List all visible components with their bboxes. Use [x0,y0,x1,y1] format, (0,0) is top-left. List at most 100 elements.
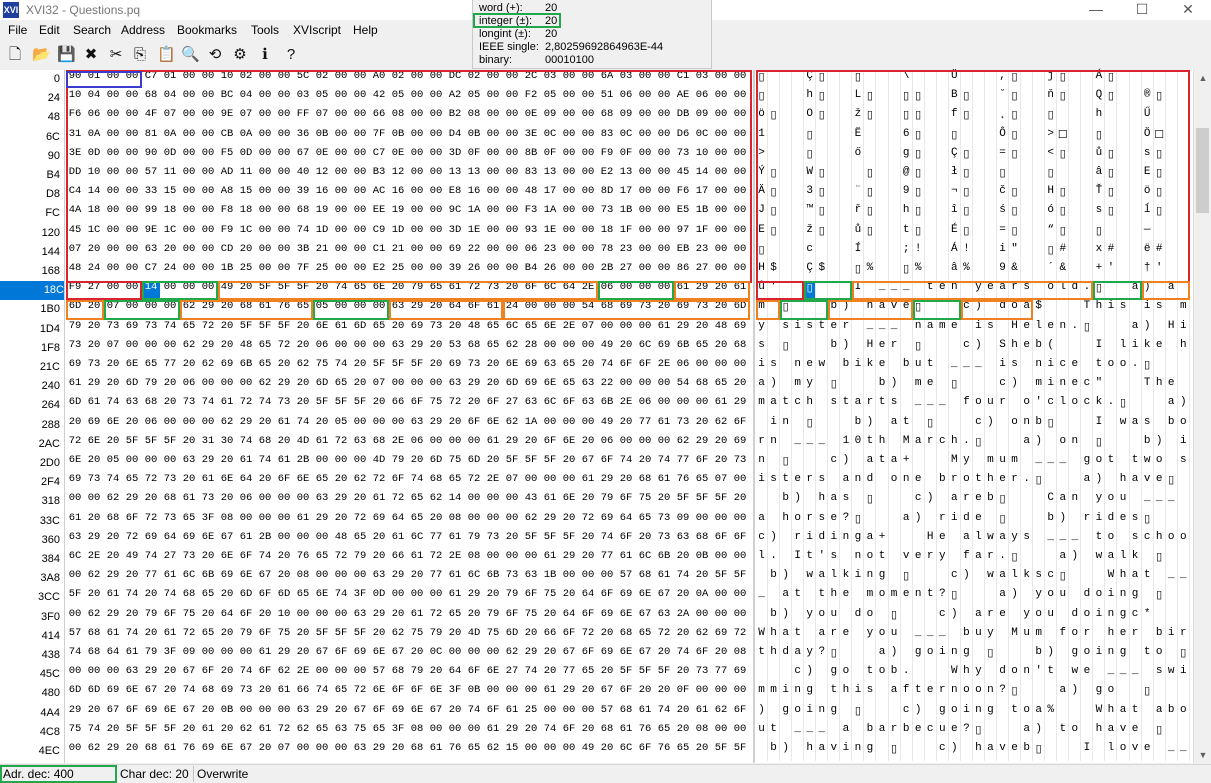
hex-byte[interactable]: 5F [543,530,557,543]
hex-byte[interactable]: 05 [106,454,120,466]
text-char[interactable]: t [901,415,913,435]
hex-byte[interactable]: 6F [334,646,348,658]
text-char[interactable] [1154,415,1166,435]
hex-byte[interactable]: 75 [277,626,291,639]
hex-byte[interactable]: 62 [220,415,234,428]
hex-byte[interactable]: 21 [391,242,405,255]
hex-byte[interactable]: 00 [353,185,367,198]
hex-byte[interactable]: 6D [277,588,291,601]
text-char[interactable] [804,454,817,474]
text-char[interactable]: v [1130,742,1142,762]
hex-byte[interactable]: 00 [258,703,272,716]
text-char[interactable]: n [901,473,913,493]
text-char[interactable] [840,89,853,109]
hex-byte[interactable]: 20 [315,281,329,294]
hex-byte[interactable]: 68 [182,588,196,601]
text-char[interactable] [973,146,985,166]
text-char[interactable] [1069,146,1082,166]
text-char[interactable] [1105,377,1118,397]
text-char[interactable]: i [756,358,769,378]
text-char[interactable] [949,338,961,358]
text-char[interactable] [1178,204,1190,224]
text-char[interactable]: ▯ [852,703,865,723]
text-char[interactable]: b [852,415,865,435]
hex-byte[interactable]: 00 [429,434,443,447]
hex-byte[interactable]: 00 [334,204,348,217]
text-char[interactable] [1118,377,1130,397]
hex-byte[interactable]: 5F [353,396,367,409]
text-char[interactable]: s [864,684,877,704]
text-char[interactable]: i [997,242,1010,262]
text-char[interactable] [925,223,937,243]
hex-byte[interactable]: 00 [562,223,576,236]
hex-byte[interactable]: 6E [543,377,557,390]
hex-byte[interactable]: 29 [524,646,538,658]
hex-byte[interactable]: 00 [524,684,538,697]
text-char[interactable]: b [768,607,781,627]
hex-byte[interactable]: 72 [144,473,158,486]
scroll-down-arrow-icon[interactable]: ▼ [1198,750,1208,760]
text-char[interactable]: _ [816,722,829,742]
hex-byte[interactable]: 65 [524,319,538,332]
hex-byte[interactable]: 0F [467,146,481,159]
text-char[interactable]: ▯ [913,223,925,243]
hex-byte[interactable]: 02 [315,70,329,82]
hex-byte[interactable]: 20 [676,626,690,639]
hex-byte[interactable]: 00 [410,70,424,82]
hex-byte[interactable]: 65 [182,511,196,524]
hex-byte[interactable]: 25 [524,703,538,716]
hex-byte[interactable]: 00 [524,300,538,313]
hex-byte[interactable]: 00 [733,146,747,159]
hex-byte[interactable]: 06 [410,434,424,447]
text-char[interactable] [1033,492,1046,512]
text-char[interactable] [925,127,937,147]
hex-byte[interactable]: 00 [619,319,633,332]
hex-byte[interactable]: A8 [220,185,234,198]
text-char[interactable] [1081,492,1094,512]
hex-byte[interactable]: 48 [714,319,728,332]
hex-byte[interactable]: 00 [353,454,367,466]
text-char[interactable]: t [1142,646,1154,666]
hex-byte[interactable]: 54 [581,300,595,313]
text-char[interactable]: g [985,703,997,723]
hex-byte[interactable]: 00 [562,242,576,255]
hex-byte[interactable]: 6F [258,626,272,639]
hex-byte[interactable]: 7F [296,262,310,274]
hex-byte[interactable]: 0B [467,684,481,697]
text-char[interactable] [828,415,841,435]
hex-byte[interactable]: 6E [220,550,234,562]
hex-byte[interactable]: 00 [296,492,310,505]
text-char[interactable]: m [937,319,949,339]
text-char[interactable]: b [961,626,973,646]
hex-byte[interactable]: 57 [372,665,386,678]
text-char[interactable]: ▯ [961,166,973,186]
text-char[interactable]: t [864,434,877,454]
text-char[interactable]: m [913,377,925,397]
hex-byte[interactable]: 29 [315,511,329,524]
hex-byte[interactable]: 77 [638,415,652,428]
text-char[interactable] [1142,70,1154,90]
hex-byte[interactable]: 00 [201,127,215,140]
text-char[interactable]: a [1021,434,1034,454]
text-char[interactable] [852,377,865,397]
hex-byte[interactable]: EB [676,242,690,255]
text-char[interactable] [1009,396,1022,416]
hex-byte[interactable]: 79 [600,492,614,505]
text-char[interactable] [1033,108,1046,128]
text-char[interactable] [1178,89,1190,109]
text-char[interactable] [1093,569,1106,589]
text-char[interactable]: o [864,550,877,570]
hex-byte[interactable]: 13 [619,166,633,178]
hex-byte[interactable]: 26 [543,262,557,274]
text-char[interactable] [780,166,793,186]
hex-byte[interactable]: 29 [106,607,120,620]
hex-byte[interactable]: 0B [467,127,481,140]
text-char[interactable]: a [1130,415,1142,435]
hex-byte[interactable]: 6B [201,569,215,582]
hex-byte[interactable]: 24 [505,300,519,313]
hex-byte[interactable]: 00 [714,722,728,735]
hex-byte[interactable]: 29 [334,492,348,505]
text-char[interactable]: c [937,742,949,762]
text-char[interactable] [1142,588,1154,608]
hex-byte[interactable]: 29 [68,703,82,716]
